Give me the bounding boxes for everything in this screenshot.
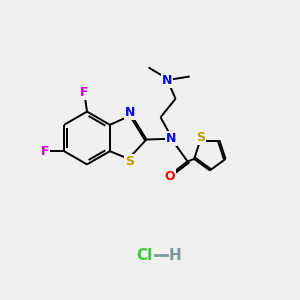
Text: S: S — [125, 154, 134, 168]
Text: F: F — [41, 145, 49, 158]
Text: H: H — [169, 248, 182, 262]
Text: Cl: Cl — [136, 248, 152, 262]
Text: N: N — [166, 132, 176, 146]
Text: N: N — [162, 74, 172, 87]
Text: N: N — [125, 106, 135, 119]
Text: F: F — [80, 85, 89, 99]
Text: O: O — [164, 170, 175, 183]
Text: S: S — [196, 131, 205, 144]
